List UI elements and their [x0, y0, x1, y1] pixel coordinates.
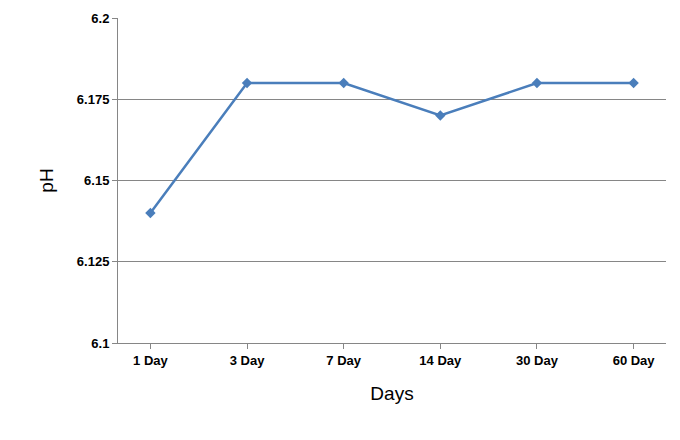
svg-text:pH: pH	[36, 168, 57, 192]
svg-text:14 Day: 14 Day	[419, 353, 462, 368]
svg-text:6.15: 6.15	[84, 173, 109, 188]
svg-text:Days: Days	[370, 383, 413, 404]
svg-text:1 Day: 1 Day	[133, 353, 168, 368]
svg-text:6.125: 6.125	[77, 254, 110, 269]
svg-text:30 Day: 30 Day	[516, 353, 559, 368]
svg-text:6.175: 6.175	[77, 92, 110, 107]
svg-text:6.1: 6.1	[91, 336, 109, 351]
svg-text:60 Day: 60 Day	[613, 353, 656, 368]
svg-text:3 Day: 3 Day	[230, 353, 265, 368]
svg-text:7 Day: 7 Day	[326, 353, 361, 368]
svg-text:6.2: 6.2	[91, 11, 109, 26]
